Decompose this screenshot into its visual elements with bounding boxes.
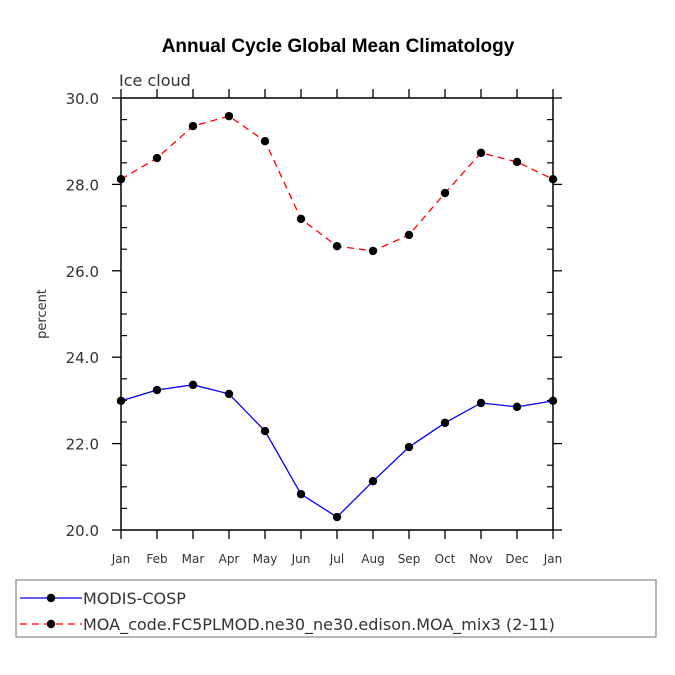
y-tick-label: 22.0	[66, 436, 99, 454]
legend-marker	[46, 619, 56, 629]
data-point	[224, 111, 234, 121]
x-tick-label: Feb	[146, 552, 167, 566]
legend-box	[15, 579, 657, 638]
data-point	[512, 157, 522, 167]
y-tick-label: 30.0	[66, 90, 99, 108]
y-tick-label: 28.0	[66, 176, 99, 194]
x-tick-label: Jan	[111, 552, 131, 566]
data-point	[440, 188, 450, 198]
data-point	[368, 476, 378, 486]
data-point	[332, 512, 342, 522]
data-point	[332, 241, 342, 251]
series-line-1	[120, 115, 554, 252]
data-point	[188, 121, 198, 131]
data-point	[260, 426, 270, 436]
data-point	[260, 137, 270, 146]
y-tick-label: 26.0	[66, 263, 99, 281]
x-tick-label: Jul	[329, 552, 344, 566]
y-tick-label: 24.0	[66, 349, 99, 367]
data-point	[368, 246, 378, 256]
data-point	[476, 398, 486, 408]
plot-frame	[120, 97, 554, 531]
legend-marker	[46, 593, 56, 603]
x-tick-label: May	[253, 552, 278, 566]
data-point	[296, 214, 306, 224]
data-point	[476, 148, 486, 158]
data-point	[116, 396, 126, 406]
x-tick-label: Jan	[543, 552, 563, 566]
data-point	[548, 396, 558, 406]
y-axis-label: percent	[35, 289, 50, 339]
data-point	[188, 380, 198, 390]
data-point	[116, 175, 126, 184]
data-point	[512, 402, 522, 412]
data-point	[548, 175, 558, 184]
x-tick-label: Oct	[435, 552, 456, 566]
legend-label: MODIS-COSP	[83, 589, 186, 608]
x-tick-label: Aug	[361, 552, 384, 566]
y-tick-label: 20.0	[66, 522, 99, 540]
x-tick-label: Dec	[505, 552, 528, 566]
legend-label: MOA_code.FC5PLMOD.ne30_ne30.edison.MOA_m…	[83, 615, 555, 635]
x-tick-label: Sep	[398, 552, 421, 566]
x-tick-label: Nov	[469, 552, 492, 566]
x-tick-label: Jun	[291, 552, 311, 566]
data-point	[404, 230, 414, 240]
chart-title: Annual Cycle Global Mean Climatology	[162, 36, 515, 57]
data-point	[224, 389, 234, 399]
data-point	[296, 489, 306, 499]
data-point	[404, 442, 414, 452]
data-point	[440, 418, 450, 428]
x-tick-label: Mar	[182, 552, 205, 566]
data-point	[152, 153, 162, 163]
data-point	[152, 385, 162, 395]
chart-subtitle: Ice cloud	[119, 71, 191, 90]
x-tick-label: Apr	[219, 552, 240, 566]
series-line-0	[120, 384, 554, 518]
